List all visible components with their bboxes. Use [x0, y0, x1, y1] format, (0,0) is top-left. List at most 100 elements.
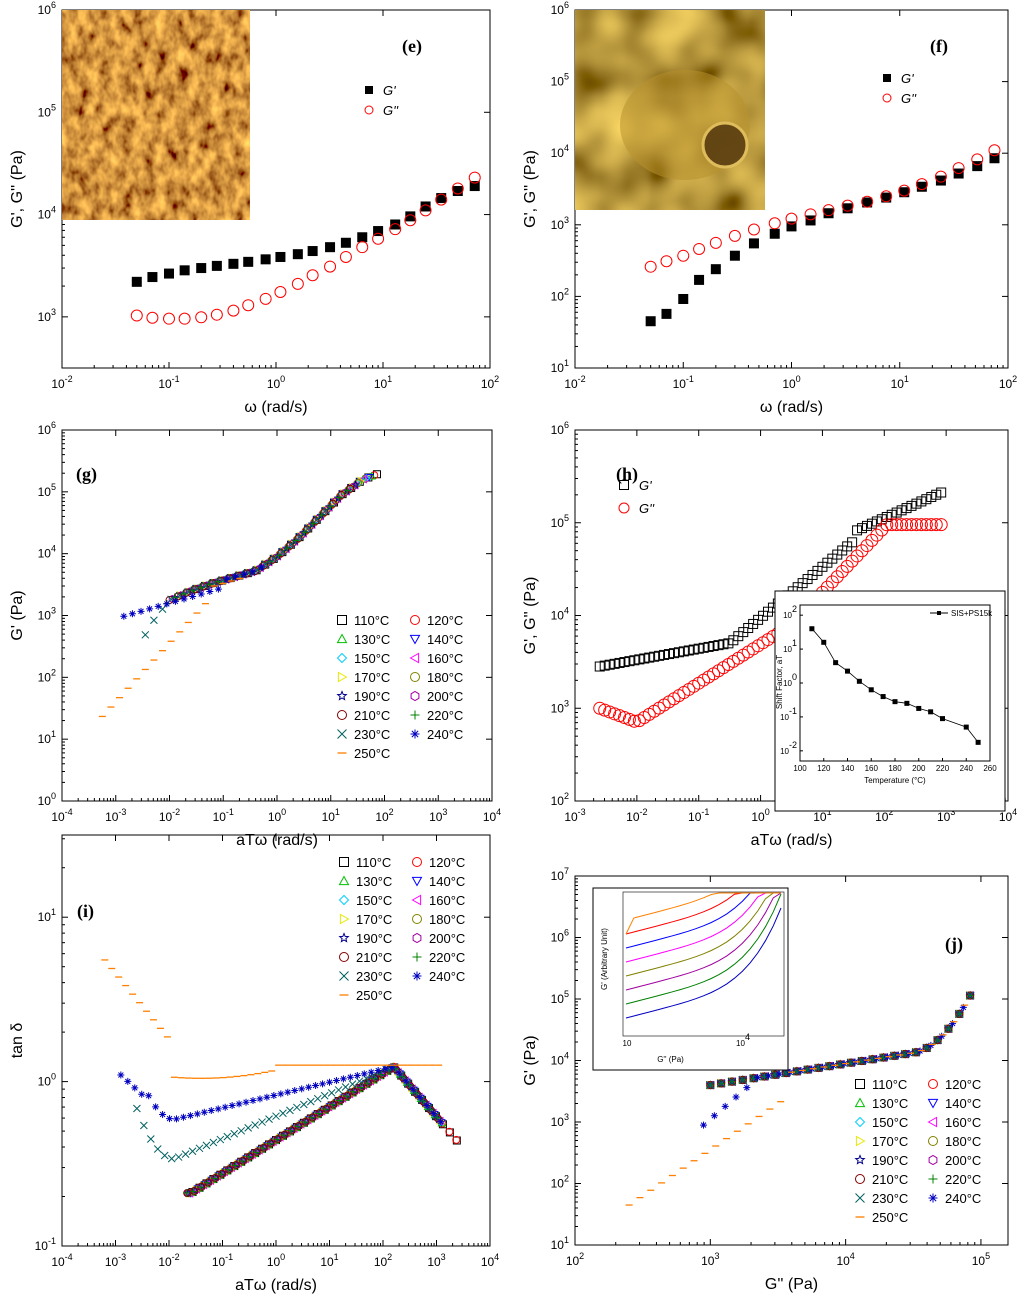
data-point: [200, 1108, 208, 1116]
data-point: [693, 242, 706, 255]
data-point: [227, 304, 240, 317]
data-point: [850, 549, 864, 563]
data-point: [307, 246, 318, 257]
y-tick-label: 106: [551, 420, 569, 437]
data-point: [238, 1157, 246, 1165]
data-point: [263, 1093, 271, 1101]
data-point: [201, 581, 210, 590]
y-tick-label: 102: [551, 286, 569, 303]
inset-x-tick-label: 120: [817, 764, 831, 773]
legend-label: 140°C: [945, 1096, 981, 1111]
data-point: [883, 74, 891, 82]
data-point: [880, 190, 893, 203]
legend-label: 150°C: [354, 651, 390, 666]
data-point: [420, 201, 431, 212]
data-point: [854, 1116, 866, 1128]
data-point: [216, 1135, 225, 1144]
data-point: [193, 584, 201, 593]
legend-label: 140°C: [427, 632, 463, 647]
data-point: [469, 181, 480, 192]
panel-label: (e): [402, 36, 422, 57]
data-point: [292, 249, 303, 260]
inset-y-tick-label: 100: [783, 672, 797, 688]
inset-point: [845, 668, 850, 674]
legend-label: 250°C: [354, 746, 390, 761]
legend-label: 240°C: [945, 1191, 981, 1206]
inset-point: [809, 626, 815, 632]
legend-label: 230°C: [354, 727, 390, 742]
x-tick-label: 10-2: [51, 374, 72, 391]
data-point: [944, 1024, 953, 1033]
data-point: [249, 1097, 257, 1105]
legend-label: G'': [383, 103, 399, 118]
data-point: [195, 311, 208, 324]
data-point: [412, 952, 422, 962]
data-point: [363, 1079, 371, 1087]
data-point: [706, 1081, 715, 1089]
data-point: [367, 1068, 375, 1076]
data-point: [273, 1135, 281, 1143]
legend-label: 250°C: [356, 988, 392, 1003]
legend-label: 240°C: [429, 969, 465, 984]
x-tick-label: 10-2: [564, 374, 585, 391]
data-point: [195, 1144, 204, 1153]
data-point: [786, 221, 797, 232]
x-tick-label: 101: [320, 1252, 338, 1269]
legend-label: 130°C: [356, 874, 392, 889]
legend-label: 150°C: [872, 1115, 908, 1130]
inset-x-tick-label: 104: [736, 1032, 750, 1048]
data-point: [374, 1067, 382, 1075]
data-point: [242, 1098, 250, 1106]
y-tick-label: 106: [551, 0, 569, 17]
data-point: [365, 86, 373, 94]
inset-curve: [625, 892, 781, 963]
y-tick-label: 104: [551, 1051, 569, 1068]
data-point: [237, 1126, 246, 1135]
x-tick-label: 100: [267, 1252, 285, 1269]
panel-label: (h): [616, 464, 638, 485]
data-point: [306, 1097, 315, 1106]
inset-x-tick-label: 160: [865, 764, 879, 773]
x-tick-label: 101: [374, 374, 392, 391]
data-point: [972, 161, 983, 172]
y-tick-label: 104: [551, 143, 569, 160]
legend-label: 190°C: [356, 931, 392, 946]
legend-label: 210°C: [356, 950, 392, 965]
legend-label: 170°C: [354, 670, 390, 685]
data-point: [775, 1070, 783, 1078]
data-point: [367, 471, 376, 480]
data-point: [747, 223, 760, 236]
data-point: [214, 585, 222, 593]
data-point: [326, 1078, 333, 1086]
data-point: [196, 263, 207, 274]
x-tick-label: 10-1: [673, 374, 694, 391]
x-tick-label: 10-2: [158, 1252, 179, 1269]
data-point: [336, 1096, 344, 1104]
legend-label: 120°C: [427, 613, 463, 628]
legend-label: G': [383, 83, 396, 98]
data-point: [160, 1151, 169, 1160]
data-point: [339, 952, 349, 962]
inset-plot-frame: [622, 891, 785, 1037]
data-point: [437, 1118, 445, 1126]
data-point: [279, 547, 287, 556]
y-axis-label: G', G'' (Pa): [522, 577, 539, 655]
data-point: [959, 1003, 967, 1011]
legend-label: 130°C: [354, 632, 390, 647]
inset-curve: [625, 892, 782, 991]
data-point: [717, 1079, 725, 1088]
data-point: [242, 299, 255, 312]
data-point: [855, 1193, 865, 1203]
data-point: [146, 1135, 155, 1143]
inset-point: [833, 660, 839, 666]
data-point: [190, 1187, 198, 1195]
data-point: [150, 616, 158, 625]
x-tick-label: 101: [891, 374, 909, 391]
data-point: [895, 518, 909, 532]
data-point: [197, 590, 205, 598]
data-point: [214, 578, 222, 586]
data-point: [412, 857, 422, 867]
data-point: [865, 533, 879, 547]
legend-label: 230°C: [872, 1191, 908, 1206]
